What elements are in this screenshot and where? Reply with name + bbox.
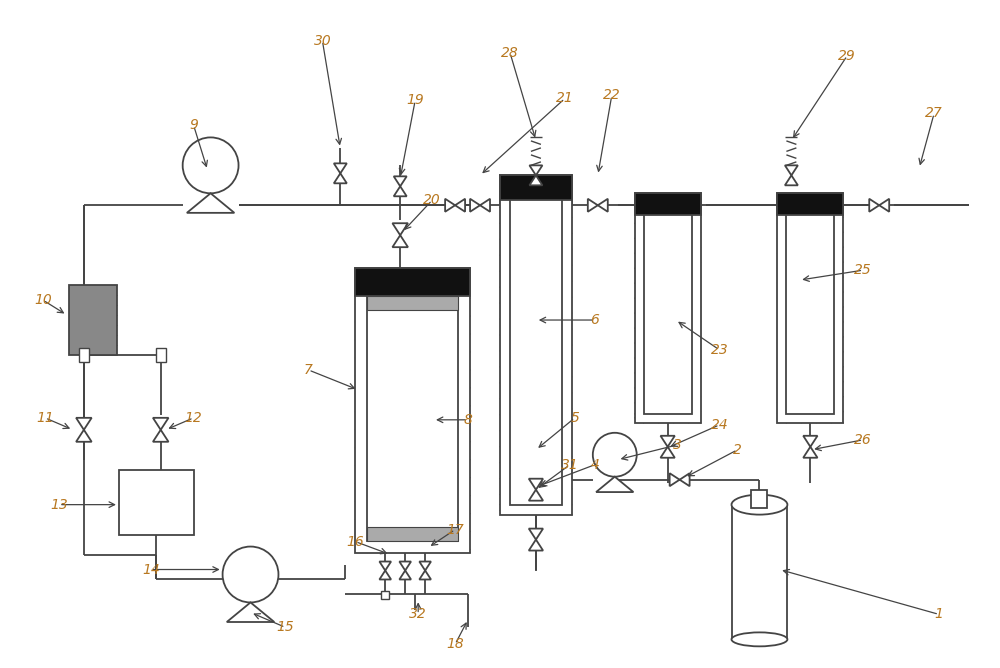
Bar: [79, 348, 89, 362]
Polygon shape: [334, 164, 347, 173]
Polygon shape: [529, 490, 543, 500]
Polygon shape: [785, 175, 798, 185]
Bar: [751, 490, 767, 508]
Text: 7: 7: [304, 363, 313, 377]
Polygon shape: [480, 199, 490, 212]
Text: 19: 19: [406, 94, 424, 108]
Polygon shape: [227, 603, 274, 622]
Polygon shape: [379, 570, 391, 579]
Circle shape: [593, 433, 637, 477]
Bar: [786, 202, 834, 414]
Text: 23: 23: [711, 343, 728, 357]
Polygon shape: [392, 235, 408, 247]
Text: 16: 16: [346, 534, 364, 548]
Text: 26: 26: [854, 433, 872, 447]
Bar: [732, 504, 787, 639]
Text: 28: 28: [501, 45, 519, 59]
Bar: [777, 193, 843, 215]
Polygon shape: [670, 473, 680, 486]
Text: 30: 30: [313, 33, 331, 47]
Polygon shape: [334, 173, 347, 183]
Text: 11: 11: [36, 411, 54, 425]
Polygon shape: [153, 418, 168, 430]
Polygon shape: [588, 199, 598, 212]
Text: 32: 32: [409, 607, 427, 621]
Bar: [644, 202, 692, 414]
Polygon shape: [153, 430, 168, 442]
Text: 14: 14: [142, 562, 160, 576]
Bar: [367, 296, 458, 310]
Bar: [635, 193, 701, 215]
Polygon shape: [529, 528, 543, 540]
Polygon shape: [803, 436, 817, 447]
Bar: [500, 175, 572, 200]
Text: 31: 31: [561, 458, 579, 472]
Text: 21: 21: [556, 92, 574, 106]
Bar: [355, 268, 470, 552]
Polygon shape: [803, 447, 817, 458]
Text: 4: 4: [590, 458, 599, 472]
Bar: [119, 470, 194, 534]
Polygon shape: [392, 223, 408, 235]
Text: 3: 3: [673, 438, 682, 452]
Polygon shape: [598, 199, 608, 212]
Bar: [156, 348, 166, 362]
Polygon shape: [379, 562, 391, 570]
Ellipse shape: [732, 633, 787, 647]
Text: 29: 29: [838, 49, 856, 63]
Polygon shape: [76, 430, 92, 442]
Polygon shape: [394, 186, 407, 196]
Polygon shape: [661, 447, 675, 458]
Bar: [69, 285, 117, 355]
Bar: [500, 175, 572, 514]
Text: 27: 27: [925, 106, 943, 120]
Polygon shape: [470, 199, 480, 212]
Text: 17: 17: [446, 522, 464, 536]
Bar: [635, 193, 701, 423]
Ellipse shape: [732, 495, 787, 514]
Bar: [355, 268, 470, 296]
Text: 18: 18: [446, 637, 464, 651]
Bar: [381, 591, 389, 599]
Text: 6: 6: [590, 313, 599, 327]
Polygon shape: [445, 199, 455, 212]
Polygon shape: [399, 570, 411, 579]
Polygon shape: [785, 166, 798, 175]
Text: 2: 2: [733, 443, 742, 457]
Polygon shape: [419, 562, 431, 570]
Polygon shape: [76, 418, 92, 430]
Bar: [367, 280, 458, 540]
Text: 9: 9: [189, 118, 198, 132]
Text: 13: 13: [50, 498, 68, 512]
Circle shape: [223, 546, 278, 603]
Polygon shape: [529, 166, 542, 175]
Bar: [367, 526, 458, 540]
Polygon shape: [529, 175, 542, 185]
Polygon shape: [879, 199, 889, 212]
Text: 24: 24: [711, 418, 728, 432]
Text: 10: 10: [34, 293, 52, 307]
Polygon shape: [399, 562, 411, 570]
Polygon shape: [394, 176, 407, 186]
Polygon shape: [419, 570, 431, 579]
Polygon shape: [187, 193, 234, 213]
Text: 5: 5: [570, 411, 579, 425]
Circle shape: [183, 138, 239, 193]
Polygon shape: [455, 199, 465, 212]
Text: 1: 1: [935, 607, 944, 621]
Text: 8: 8: [464, 413, 473, 427]
Bar: [510, 185, 562, 504]
Text: 25: 25: [854, 263, 872, 277]
Text: 15: 15: [277, 621, 294, 635]
Polygon shape: [661, 436, 675, 447]
Text: 12: 12: [185, 411, 203, 425]
Polygon shape: [869, 199, 879, 212]
Polygon shape: [680, 473, 690, 486]
Polygon shape: [529, 540, 543, 550]
Polygon shape: [529, 479, 543, 490]
Bar: [777, 193, 843, 423]
Text: 20: 20: [423, 193, 441, 207]
Text: 22: 22: [603, 88, 621, 102]
Polygon shape: [596, 477, 633, 492]
